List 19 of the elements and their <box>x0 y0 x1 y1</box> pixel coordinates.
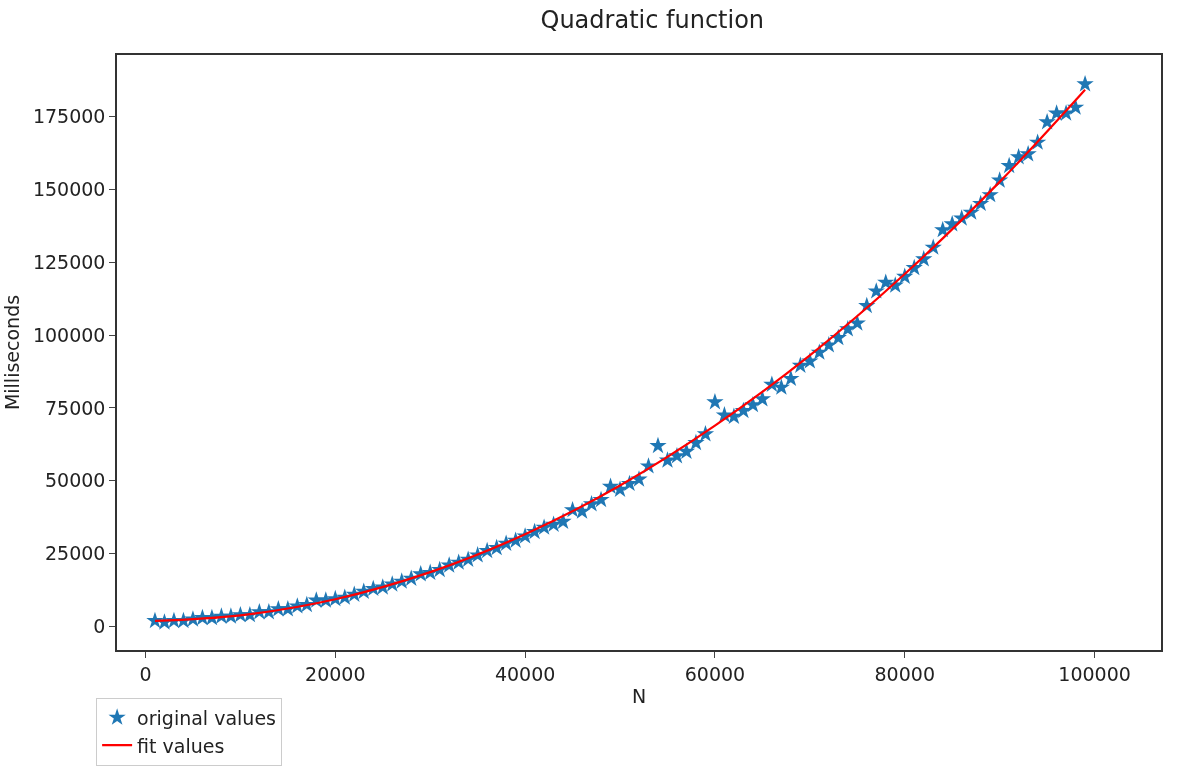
x-tick-label: 60000 <box>684 662 746 685</box>
y-tick-label: 75000 <box>45 396 106 419</box>
x-tick-label: 80000 <box>874 662 935 685</box>
chart-title: Quadratic function <box>540 6 765 35</box>
y-tick-label: 125000 <box>32 250 106 273</box>
x-tick-label: 40000 <box>494 662 556 685</box>
y-tick-label: 100000 <box>32 323 106 346</box>
x-tick-label: 0 <box>139 662 152 685</box>
y-tick-label: 50000 <box>45 469 106 492</box>
x-tick-label: 100000 <box>1058 662 1131 685</box>
y-tick-label: 150000 <box>32 177 106 200</box>
legend-label: fit values <box>137 734 225 757</box>
legend-label: original values <box>137 706 276 729</box>
y-tick-label: 175000 <box>32 104 106 127</box>
x-axis-title: N <box>631 684 647 707</box>
y-tick-label: 0 <box>93 615 106 638</box>
y-tick-label: 25000 <box>45 542 106 565</box>
y-axis-title: Milliseconds <box>1 294 24 411</box>
x-tick-label: 20000 <box>305 662 366 685</box>
